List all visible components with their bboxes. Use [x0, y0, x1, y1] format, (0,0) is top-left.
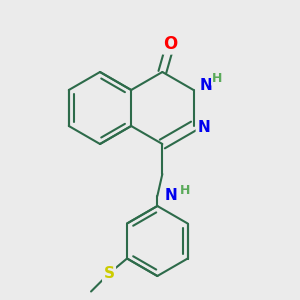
Text: N: N	[165, 188, 178, 203]
Text: H: H	[180, 184, 190, 196]
Text: S: S	[103, 266, 115, 281]
Text: N: N	[197, 121, 210, 136]
Text: O: O	[163, 35, 178, 53]
Text: N: N	[199, 79, 212, 94]
Text: H: H	[212, 71, 223, 85]
